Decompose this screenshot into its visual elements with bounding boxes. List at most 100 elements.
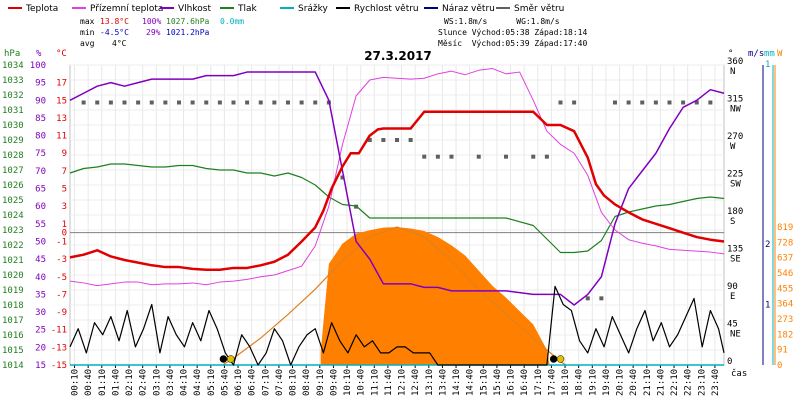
direction-tick-label: 0 <box>727 357 732 367</box>
wind-direction-marker <box>163 100 168 105</box>
x-tick-label: 05:40 <box>220 369 230 396</box>
solar-tick-label: 273 <box>777 315 793 325</box>
temperature-tick-label: 11 <box>56 132 67 142</box>
humidity-tick-label: 90 <box>35 96 46 106</box>
x-tick-label: 01:10 <box>98 369 108 396</box>
direction-tick-label: 270 <box>727 132 743 142</box>
pressure-tick-label: 1022 <box>2 241 24 251</box>
x-tick-label: 14:10 <box>452 369 462 396</box>
humidity-tick-label: 75 <box>35 149 46 159</box>
humidity-tick-label: 45 <box>35 255 46 265</box>
x-tick-label: 02:10 <box>125 369 135 396</box>
solar-tick-label: 455 <box>777 284 793 294</box>
wind-direction-marker <box>626 100 631 105</box>
wind-direction-marker <box>504 154 508 159</box>
x-axis-label: čas <box>731 368 747 379</box>
direction-compass-label: SE <box>730 255 741 265</box>
wind-speed-line <box>69 285 725 366</box>
x-tick-label: 15:40 <box>493 369 503 396</box>
x-tick-label: 05:10 <box>207 369 217 396</box>
stats-min-temp: -4.5°C <box>100 28 129 37</box>
humidity-unit: % <box>36 49 42 59</box>
wind-direction-marker <box>449 154 454 159</box>
stats-max-hum: 100% <box>142 17 161 26</box>
pressure-tick-label: 1021 <box>2 256 24 266</box>
humidity-tick-label: 80 <box>35 132 46 142</box>
rain-unit: mm <box>764 49 775 59</box>
wind-direction-marker <box>408 138 413 142</box>
legend-label: Srážky <box>298 4 329 14</box>
pressure-tick-label: 1016 <box>2 331 24 341</box>
wind-direction-marker <box>694 100 699 105</box>
solar-tick-label: 728 <box>777 238 793 248</box>
pressure-tick-label: 1024 <box>2 211 24 221</box>
x-tick-label: 17:10 <box>534 369 544 396</box>
wind-direction-marker <box>613 100 617 105</box>
x-tick-label: 19:10 <box>588 369 598 396</box>
x-tick-label: 12:40 <box>411 369 421 396</box>
stats-avg-label: avg <box>80 39 95 48</box>
temperature-tick-label: -15 <box>51 361 67 371</box>
wind-direction-marker <box>231 100 236 105</box>
stats-max-press: 1027.6hPa <box>166 17 210 26</box>
humidity-tick-label: 65 <box>35 185 46 195</box>
stats-min-label: min <box>80 28 95 37</box>
temperature-tick-label: -7 <box>56 290 67 300</box>
direction-compass-label: NE <box>730 330 741 340</box>
humidity-tick-label: 35 <box>35 290 46 300</box>
legend-label: Vlhkost <box>178 4 211 14</box>
x-tick-label: 13:40 <box>438 369 448 396</box>
wind-direction-marker <box>299 100 304 105</box>
x-tick-label: 08:10 <box>289 369 299 396</box>
wind-direction-marker <box>95 100 100 105</box>
moonrise-marker <box>227 355 235 363</box>
wind-direction-marker <box>190 100 195 105</box>
stats-wind-info: WS:1.8m/s WG:1.8m/s <box>444 17 560 26</box>
humidity-tick-label: 95 <box>35 79 46 89</box>
x-tick-label: 15:10 <box>479 369 489 396</box>
wind-direction-marker <box>599 296 604 301</box>
humidity-tick-label: 40 <box>35 273 46 283</box>
humidity-tick-label: 60 <box>35 202 46 212</box>
temperature-tick-label: 9 <box>62 149 67 159</box>
solar-tick-label: 819 <box>777 223 793 233</box>
chart-title: 27.3.2017 <box>364 49 432 63</box>
stats-sun-info: Slunce Východ:05:38 Západ:18:14 <box>438 28 587 37</box>
wind-direction-marker <box>122 100 127 105</box>
pressure-tick-label: 1015 <box>2 346 24 356</box>
legend-label: Rychlost větru <box>354 4 419 14</box>
temperature-unit: °C <box>56 49 67 59</box>
wind-direction-marker <box>640 100 645 105</box>
temperature-tick-label: 5 <box>62 185 67 195</box>
moonset-marker <box>549 355 558 363</box>
x-tick-label: 22:10 <box>670 369 680 396</box>
humidity-tick-label: 50 <box>35 237 46 247</box>
x-tick-label: 21:10 <box>643 369 653 396</box>
pressure-tick-label: 1026 <box>2 181 24 191</box>
x-tick-label: 13:10 <box>425 369 435 396</box>
wind-direction-marker <box>558 100 563 105</box>
humidity-tick-label: 85 <box>35 114 46 124</box>
temperature-tick-label: -5 <box>56 273 67 283</box>
x-tick-label: 20:10 <box>616 369 626 396</box>
wind-unit: m/s <box>748 49 764 59</box>
pressure-tick-label: 1027 <box>2 166 24 176</box>
temperature-tick-label: -9 <box>56 308 67 318</box>
temperature-tick-label: 13 <box>56 114 67 124</box>
x-tick-label: 09:40 <box>329 369 339 396</box>
x-tick-label: 18:10 <box>561 369 571 396</box>
wind-tick-label: 1 <box>765 301 770 311</box>
wind-direction-marker <box>476 154 481 159</box>
wind-direction-marker <box>313 100 318 105</box>
solar-tick-label: 182 <box>777 330 793 340</box>
wind-direction-marker <box>381 138 386 142</box>
pressure-tick-label: 1032 <box>2 91 24 101</box>
direction-compass-label: S <box>730 217 735 227</box>
wind-direction-marker <box>708 100 713 105</box>
stats-min-press: 1021.2hPa <box>166 28 210 37</box>
temperature-line <box>69 110 725 271</box>
solar-max-line <box>222 226 567 366</box>
stats-max-label: max <box>80 17 95 26</box>
stats-max-rain: 0.0mm <box>220 17 244 26</box>
sunset-marker <box>556 355 565 363</box>
